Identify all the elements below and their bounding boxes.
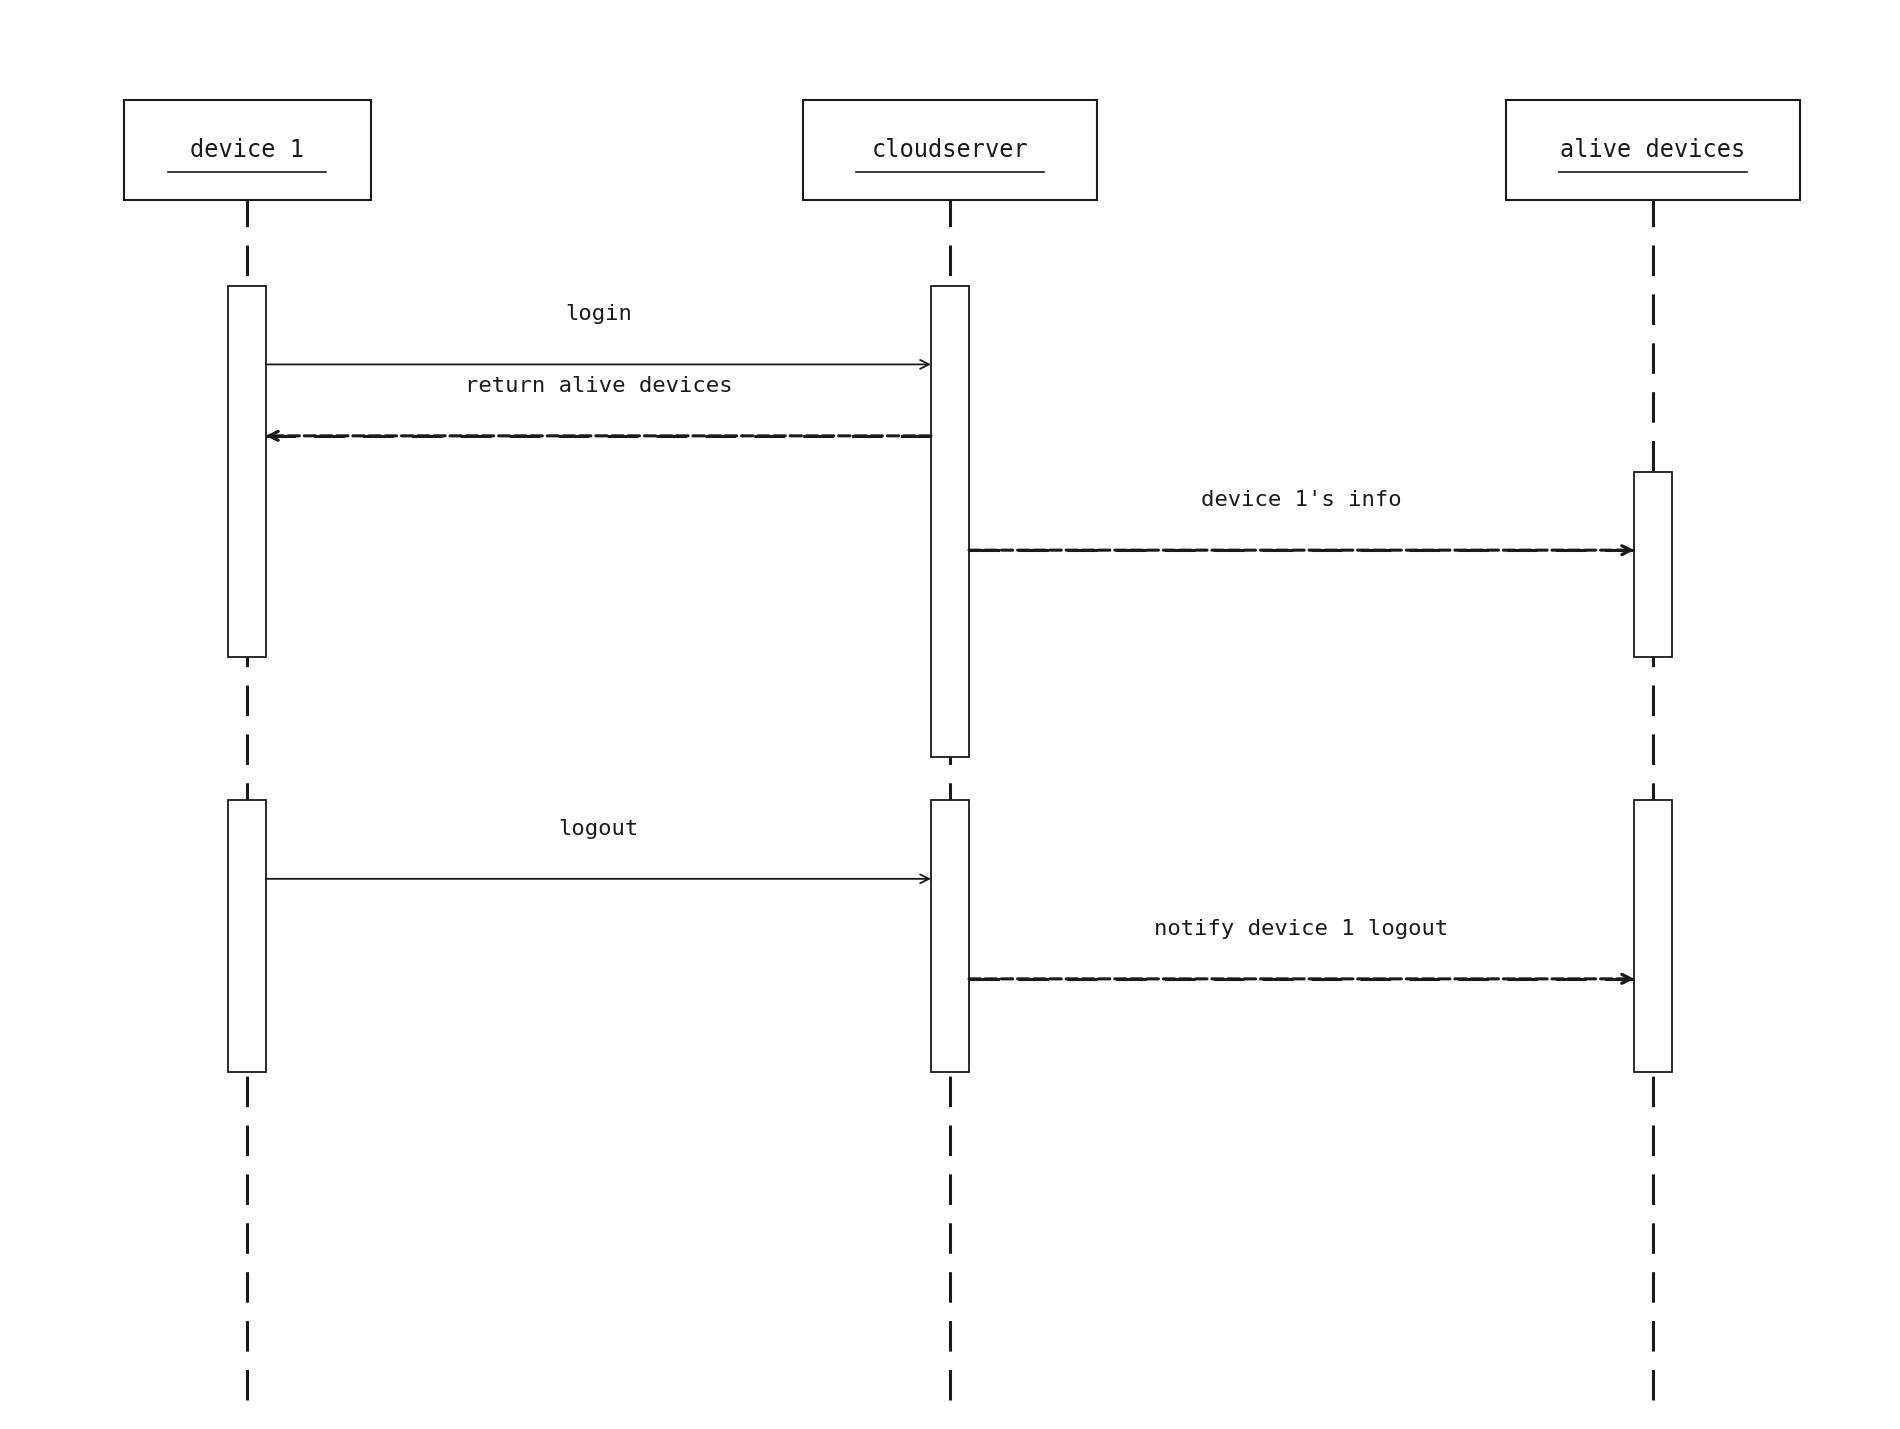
Text: return alive devices: return alive devices <box>466 376 732 396</box>
Text: login: login <box>564 304 633 324</box>
Text: alive devices: alive devices <box>1560 139 1746 161</box>
Text: notify device 1 logout: notify device 1 logout <box>1155 919 1448 939</box>
Bar <box>931 286 969 757</box>
Text: logout: logout <box>559 819 638 839</box>
Bar <box>228 286 266 657</box>
Bar <box>1634 800 1672 1072</box>
Bar <box>124 100 370 200</box>
Bar <box>1505 100 1801 200</box>
Bar <box>1634 472 1672 657</box>
Text: device 1: device 1 <box>190 139 304 161</box>
Text: cloudserver: cloudserver <box>872 139 1028 161</box>
Bar <box>228 800 266 1072</box>
Text: device 1's info: device 1's info <box>1201 490 1402 510</box>
Bar <box>931 800 969 1072</box>
Bar <box>802 100 1098 200</box>
